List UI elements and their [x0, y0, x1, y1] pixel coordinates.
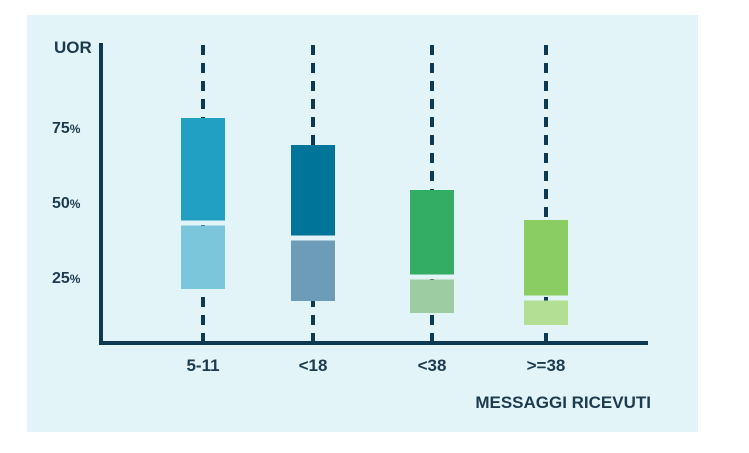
box-lower-4: [524, 300, 568, 325]
y-tick-label-3: 25%: [52, 270, 81, 287]
chart-panel: UOR 75% 50% 25% 5-11 <18 <38 >=38 MESSAGGI RI…: [27, 15, 698, 432]
box-lower-3: [410, 279, 454, 313]
x-tick-label-1: 5-11: [186, 356, 219, 375]
x-tick-label-2: <18: [299, 356, 328, 375]
y-axis-title: UOR: [54, 38, 92, 57]
box-upper-4: [524, 220, 568, 296]
y-tick-label-2: 50%: [52, 195, 81, 212]
box-upper-3: [410, 190, 454, 275]
box-plot-chart: UOR 75% 50% 25% 5-11 <18 <38 >=38 MESSAGGI RI…: [27, 15, 698, 432]
box-upper-1: [181, 118, 225, 221]
x-tick-label-4: >=38: [527, 356, 566, 375]
box-lower-1: [181, 225, 225, 289]
box-lower-2: [291, 240, 335, 301]
box-upper-2: [291, 145, 335, 236]
x-axis-title: MESSAGGI RICEVUTI: [475, 393, 651, 412]
x-tick-label-3: <38: [418, 356, 447, 375]
chart-background: [27, 15, 698, 432]
y-tick-label-1: 75%: [52, 120, 81, 137]
